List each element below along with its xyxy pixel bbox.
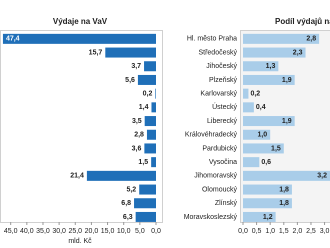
category-label: Plzeňský	[209, 77, 238, 84]
value-label: 0,6	[261, 159, 271, 166]
bar	[134, 198, 156, 209]
bar	[243, 33, 320, 44]
x-tick-label: 3,0	[320, 228, 330, 235]
value-label: 0,2	[250, 90, 260, 97]
value-label: 3,7	[131, 63, 141, 70]
bar	[146, 129, 156, 140]
bar	[137, 74, 156, 85]
bar	[243, 74, 295, 85]
x-tick-label: 1,0	[265, 228, 275, 235]
value-label: 2,3	[293, 49, 303, 56]
x-tick-label: 10,0	[117, 228, 131, 235]
bar	[2, 33, 156, 44]
value-label: 2,8	[306, 36, 316, 43]
x-tick-label: 0,5	[252, 228, 262, 235]
x-tick-label: 2,0	[293, 228, 303, 235]
x-tick-label: 40,0	[20, 228, 34, 235]
category-label: Jihočeský	[206, 63, 237, 70]
bar	[155, 88, 156, 99]
category-label: Karlovarský	[200, 90, 237, 97]
value-label: 5,2	[126, 186, 136, 193]
bar	[139, 184, 156, 195]
x-tick-label: 30,0	[52, 228, 66, 235]
chart-title: Podíl výdajů na VaV	[275, 17, 330, 26]
bar	[144, 116, 156, 127]
value-label: 3,5	[132, 118, 142, 125]
x-tick-label: 20,0	[85, 228, 99, 235]
value-label: 1,2	[263, 214, 273, 221]
bar	[243, 143, 284, 154]
value-label: 21,4	[70, 173, 84, 180]
value-label: 1,4	[139, 104, 149, 111]
value-label: 3,2	[317, 173, 327, 180]
bar	[243, 184, 292, 195]
x-tick-label: 2,5	[306, 228, 316, 235]
bar	[243, 116, 295, 127]
category-label: Královéhradecký	[185, 132, 238, 139]
x-tick-label: 5,0	[135, 228, 145, 235]
bar	[243, 211, 276, 222]
category-label: Středočeský	[198, 49, 237, 56]
value-label: 0,2	[143, 90, 153, 97]
value-label: 1,9	[282, 118, 292, 125]
value-label: 1,5	[138, 159, 148, 166]
bar	[144, 61, 156, 72]
category-label: Jihomoravský	[194, 173, 237, 180]
value-label: 1,5	[271, 145, 281, 152]
category-label: Zlínský	[215, 200, 238, 207]
bar	[105, 47, 156, 58]
value-label: 5,6	[125, 77, 135, 84]
category-label: Pardubický	[202, 145, 237, 152]
x-tick-label: 15,0	[101, 228, 115, 235]
bar	[243, 170, 330, 181]
x-tick-label: 35,0	[36, 228, 50, 235]
bar	[135, 211, 156, 222]
bar	[243, 198, 292, 209]
left-panel	[0, 30, 163, 223]
category-label: Moravskoslezský	[184, 214, 238, 221]
bar	[243, 61, 279, 72]
value-label: 2,8	[134, 132, 144, 139]
value-label: 47,4	[6, 36, 20, 43]
x-tick-label: 1,5	[279, 228, 289, 235]
bar	[243, 157, 260, 168]
category-label: Liberecký	[207, 118, 237, 125]
value-label: 6,8	[121, 200, 131, 207]
value-label: 6,3	[123, 214, 133, 221]
bar	[243, 47, 306, 58]
value-label: 1,9	[282, 77, 292, 84]
x-tick-label: 0,0	[238, 228, 248, 235]
category-label: Vysočina	[209, 159, 237, 166]
value-label: 1,3	[266, 63, 276, 70]
bar	[151, 102, 156, 113]
value-label: 1,8	[279, 200, 289, 207]
value-label: 3,6	[132, 145, 142, 152]
x-tick-label: 45,0	[4, 228, 18, 235]
bar	[243, 88, 249, 99]
category-label: Olomoucký	[202, 186, 238, 193]
x-tick-label: 0,0	[151, 228, 161, 235]
value-label: 1,8	[279, 186, 289, 193]
bar	[86, 170, 156, 181]
x-axis-label: mld. Kč	[68, 238, 92, 245]
bar	[243, 129, 271, 140]
chart-title: Výdaje na VaV	[53, 17, 108, 26]
value-label: 1,0	[257, 132, 267, 139]
bar	[151, 157, 156, 168]
category-label: Ústecký	[212, 102, 237, 111]
x-tick-label: 25,0	[68, 228, 82, 235]
category-label: Hl. město Praha	[187, 36, 237, 43]
value-label: 0,4	[256, 104, 266, 111]
value-label: 15,7	[89, 49, 103, 56]
bar	[243, 102, 254, 113]
bar	[144, 143, 156, 154]
